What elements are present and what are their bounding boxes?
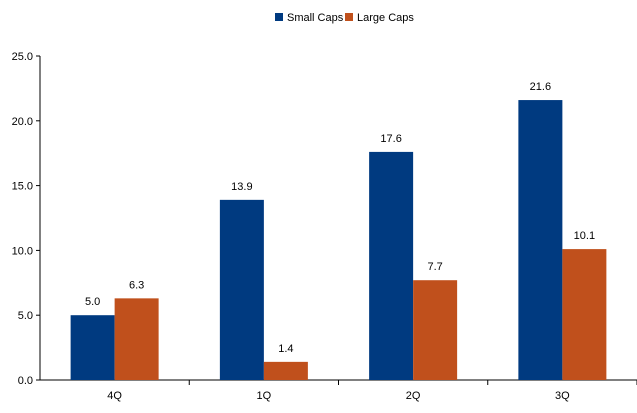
x-tick-label: 2Q — [406, 390, 421, 402]
bar-large-caps — [413, 280, 458, 380]
bars-group — [70, 100, 607, 381]
legend-label: Large Caps — [357, 12, 414, 24]
data-label: 7.7 — [427, 261, 442, 273]
legend: Small Caps Large Caps — [275, 12, 414, 24]
data-label: 13.9 — [231, 181, 252, 193]
x-axis: 4Q 1Q 2Q 3Q — [40, 379, 637, 402]
data-label: 5.0 — [85, 296, 100, 308]
legend-swatch — [275, 13, 283, 21]
bar-small-caps — [219, 199, 264, 380]
data-label: 21.6 — [530, 81, 551, 93]
bar-small-caps — [518, 100, 563, 381]
bar-large-caps — [263, 361, 308, 380]
x-tick-label: 4Q — [107, 390, 122, 402]
y-axis: 0.0 5.0 10.0 15.0 20.0 25.0 — [12, 51, 41, 387]
y-tick-label: 25.0 — [12, 51, 33, 63]
data-label: 6.3 — [129, 279, 144, 291]
bar-large-caps — [562, 249, 607, 380]
y-tick-label: 5.0 — [18, 310, 33, 322]
y-tick-label: 20.0 — [12, 116, 33, 128]
y-tick-label: 0.0 — [18, 375, 33, 387]
legend-label: Small Caps — [287, 12, 344, 24]
x-tick-label: 1Q — [257, 390, 272, 402]
y-tick-label: 15.0 — [12, 181, 33, 193]
bar-small-caps — [369, 151, 414, 380]
bar-large-caps — [114, 298, 159, 380]
bar-small-caps — [70, 315, 115, 380]
data-label: 17.6 — [380, 133, 401, 145]
y-tick-label: 10.0 — [12, 245, 33, 257]
data-labels-group: 5.0 6.3 13.9 1.4 17.6 7.7 21.6 10.1 — [85, 81, 595, 355]
data-label: 1.4 — [278, 343, 293, 355]
x-tick-label: 3Q — [555, 390, 570, 402]
data-label: 10.1 — [574, 230, 595, 242]
legend-swatch — [345, 13, 353, 21]
